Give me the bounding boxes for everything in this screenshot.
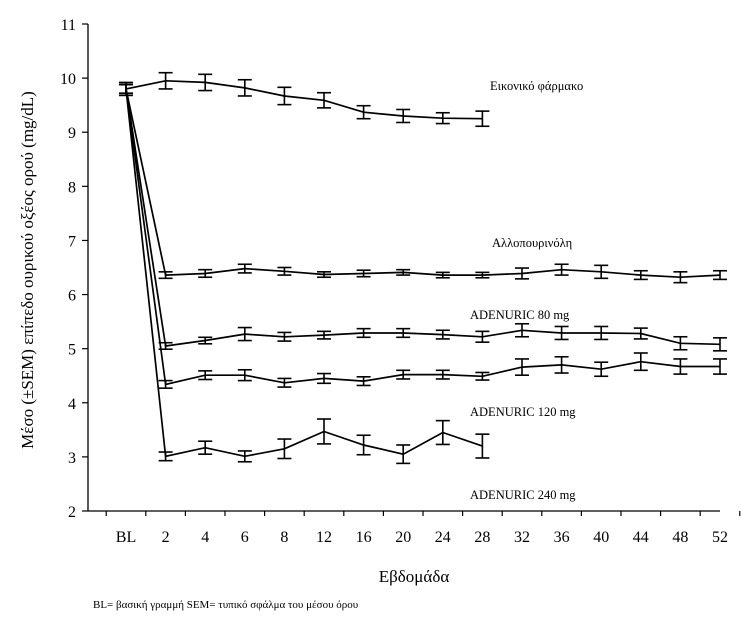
series-Αλλοπουρινόλη: [119, 83, 727, 284]
y-tick-label: 9: [68, 125, 76, 142]
x-tick-label: 16: [356, 529, 372, 546]
y-tick-label: 8: [68, 179, 76, 196]
footnote: BL= βασική γραμμή SEM= τυπικό σφάλμα του…: [93, 599, 359, 611]
series-line: [125, 88, 721, 279]
y-tick-label: 10: [60, 71, 76, 88]
x-tick-label: 52: [712, 529, 728, 546]
series-label: ADENURIC 120 mg: [470, 405, 576, 419]
series-ADENURIC-80-mg: [119, 83, 727, 352]
x-tick-label: 44: [633, 529, 649, 546]
series-label: Εικονικό φάρμακο: [490, 79, 583, 93]
series-line: [125, 88, 721, 347]
x-tick-label: 36: [554, 529, 570, 546]
x-tick-label: 40: [593, 529, 609, 546]
series-Εικονικό-φάρμακο: [119, 71, 490, 128]
y-tick-label: 5: [68, 342, 76, 359]
y-tick-label: 2: [68, 504, 76, 521]
y-tick-label: 4: [68, 396, 76, 413]
y-tick-label: 3: [68, 450, 76, 467]
x-tick-label: 20: [395, 529, 411, 546]
x-tick-label: 48: [672, 529, 688, 546]
series-ADENURIC-120-mg: [119, 83, 727, 389]
x-tick-label: 6: [241, 529, 249, 546]
axes: [87, 24, 720, 512]
series-labels: Εικονικό φάρμακο Αλλοπουρινόλη ADENURIC 80…: [470, 79, 583, 502]
x-tick-label: 12: [316, 529, 332, 546]
series-lines: [119, 71, 727, 465]
series-ADENURIC-240-mg: [119, 83, 490, 465]
x-tick-label: 32: [514, 529, 530, 546]
series-line: [125, 88, 483, 458]
y-tick-label: 11: [61, 17, 76, 34]
y-tick-label: 6: [68, 288, 76, 305]
y-tick-label: 7: [68, 233, 76, 250]
series-line: [125, 79, 483, 120]
series-line: [125, 88, 720, 386]
y-axis-ticks: 2 3 4 5 6 7 8 9 10 11: [60, 17, 88, 521]
y-axis-title: Μέσο (±SEM) επίπεδο ουρικού οξέος ορού (…: [18, 91, 37, 449]
x-tick-label: 2: [162, 529, 170, 546]
series-label: ADENURIC 240 mg: [470, 488, 576, 502]
x-tick-label: BL: [116, 529, 136, 546]
series-label: ADENURIC 80 mg: [470, 308, 570, 322]
x-axis-title: Εβδομάδα: [379, 567, 450, 586]
x-tick-label: 24: [435, 529, 451, 546]
x-tick-label: 4: [201, 529, 209, 546]
series-label: Αλλοπουρινόλη: [492, 236, 572, 250]
x-axis-ticks: BL 2 4 6 8 12 16 20 24 28 32 36 40 44 48 52: [105, 511, 741, 546]
x-tick-label: 8: [280, 529, 288, 546]
x-tick-label: 28: [474, 529, 490, 546]
